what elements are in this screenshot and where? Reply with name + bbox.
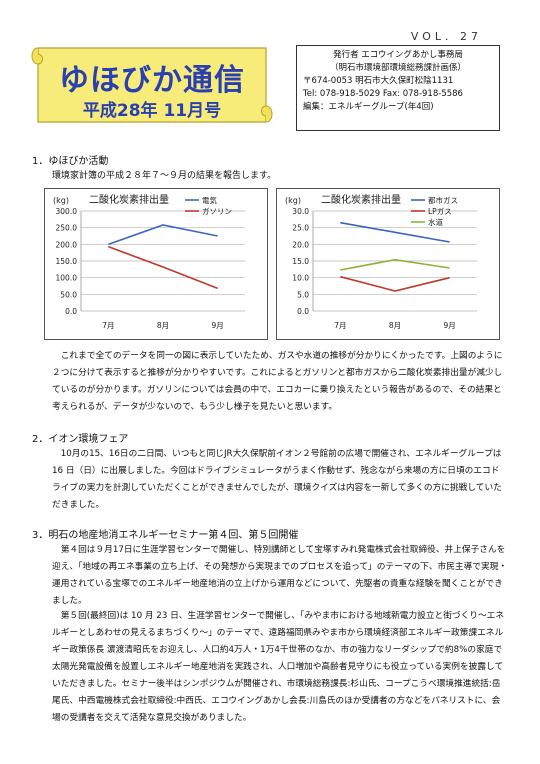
publisher-info-box: 発行者 エコウイングあかし事務局 （明石市環境部環境総務課計画係） 〒674-0…: [296, 45, 500, 131]
chart-y-tick-label: 15.0: [292, 257, 309, 266]
chart-right-svg: (kg) 二酸化炭素排出量 30.0 25.0 20.0 15.0 10.0 5.0 0.0 7月…: [285, 193, 477, 330]
section-2-paragraph: 10月の15、16日の二日間、いつもと同じJR大久保駅前イオン２号館前の広場で開…: [52, 449, 502, 510]
title-banner: [28, 42, 274, 128]
chart-left-svg: (kg) 二酸化炭素排出量 300.0 250.0 200.0 150.0 100.0 50.…: [53, 193, 245, 330]
chart-legend-label: 都市ガス: [428, 195, 458, 205]
publisher-department: （明石市環境部環境総務課計画係）: [329, 63, 466, 73]
chart-y-tick-label: 25.0: [292, 224, 309, 233]
section-3-paragraph-2: 第５回(最終回)は 10 月 23 日、生涯学習センターで開催し、「みやま市にお…: [52, 611, 505, 723]
section-1-subtitle: 環境家計簿の平成２８年７～９月の結果を報告します。: [52, 171, 277, 181]
chart-y-tick-label: 300.0: [56, 207, 78, 216]
chart-y-tick-label: 10.0: [292, 274, 309, 283]
chart-ylabel: (kg): [53, 196, 69, 205]
chart-left: (kg) 二酸化炭素排出量 300.0 250.0 200.0 150.0 100.0 50.…: [44, 188, 268, 340]
publisher-address: 〒674-0053 明石市大久保町松陰1131: [303, 76, 454, 86]
chart-y-tick-label: 0.0: [297, 307, 309, 316]
chart-y-tick-label: 100.0: [56, 274, 78, 283]
volume-number: VOL. 27: [410, 30, 482, 43]
chart-legend-label: LPガス: [428, 206, 452, 216]
chart-x-tick-label: 7月: [102, 321, 114, 330]
publisher-name: 発行者 エコウイングあかし事務局: [333, 50, 463, 60]
newsletter-title: ゆほびか通信: [59, 63, 245, 98]
chart-title: 二酸化炭素排出量: [89, 193, 169, 206]
chart-series-line: [340, 258, 450, 271]
chart-y-tick-label: 200.0: [56, 240, 78, 249]
chart-y-tick-label: 30.0: [292, 207, 309, 216]
chart-x-tick-label: 9月: [444, 321, 456, 330]
issue-date: 平成28年 11月号: [82, 101, 222, 121]
chart-right: (kg) 二酸化炭素排出量 30.0 25.0 20.0 15.0 10.0 5.0 0.0 7月…: [276, 188, 500, 340]
chart-y-tick-label: 50.0: [60, 290, 77, 299]
chart-series-line: [340, 275, 450, 292]
publisher-editor: 編集：エネルギーグループ(年4回): [303, 102, 434, 112]
chart-series-line: [108, 245, 218, 290]
chart-legend-label: ガソリン: [202, 206, 232, 216]
chart-y-tick-label: 250.0: [56, 224, 78, 233]
chart-y-tick-label: 5.0: [297, 290, 309, 299]
chart-x-tick-label: 8月: [157, 321, 169, 330]
chart-y-tick-label: 150.0: [56, 257, 78, 266]
publisher-phone: Tel: 078-918-5029 Fax: 078-918-5586: [303, 89, 463, 99]
chart-ylabel: (kg): [285, 196, 301, 205]
section-2-title: 2．イオン環境フェア: [32, 434, 129, 445]
section-1-paragraph: これまで全てのデータを同一の図に表示していたため、ガスや水道の推移が分かりにくか…: [52, 351, 503, 412]
chart-series-line: [108, 224, 218, 246]
chart-y-tick-label: 0.0: [65, 307, 77, 316]
chart-title: 二酸化炭素排出量: [321, 193, 401, 206]
chart-y-tick-label: 20.0: [292, 240, 309, 249]
chart-legend-label: 水道: [428, 217, 443, 227]
section-3-title: 3．明石の地産地消エネルギーセミナー第４回、第５回開催: [32, 530, 299, 541]
chart-x-tick-label: 8月: [389, 321, 401, 330]
section-1-title: 1．ゆほびか活動: [32, 156, 109, 167]
chart-x-tick-label: 9月: [212, 321, 224, 330]
chart-x-tick-label: 7月: [334, 321, 346, 330]
section-3-paragraph-1: 第４回は９月17日に生涯学習センターで開催し、特別講師として宝塚すみれ発電株式会…: [52, 545, 508, 606]
chart-legend-label: 電気: [202, 195, 217, 205]
chart-series-line: [340, 221, 450, 243]
